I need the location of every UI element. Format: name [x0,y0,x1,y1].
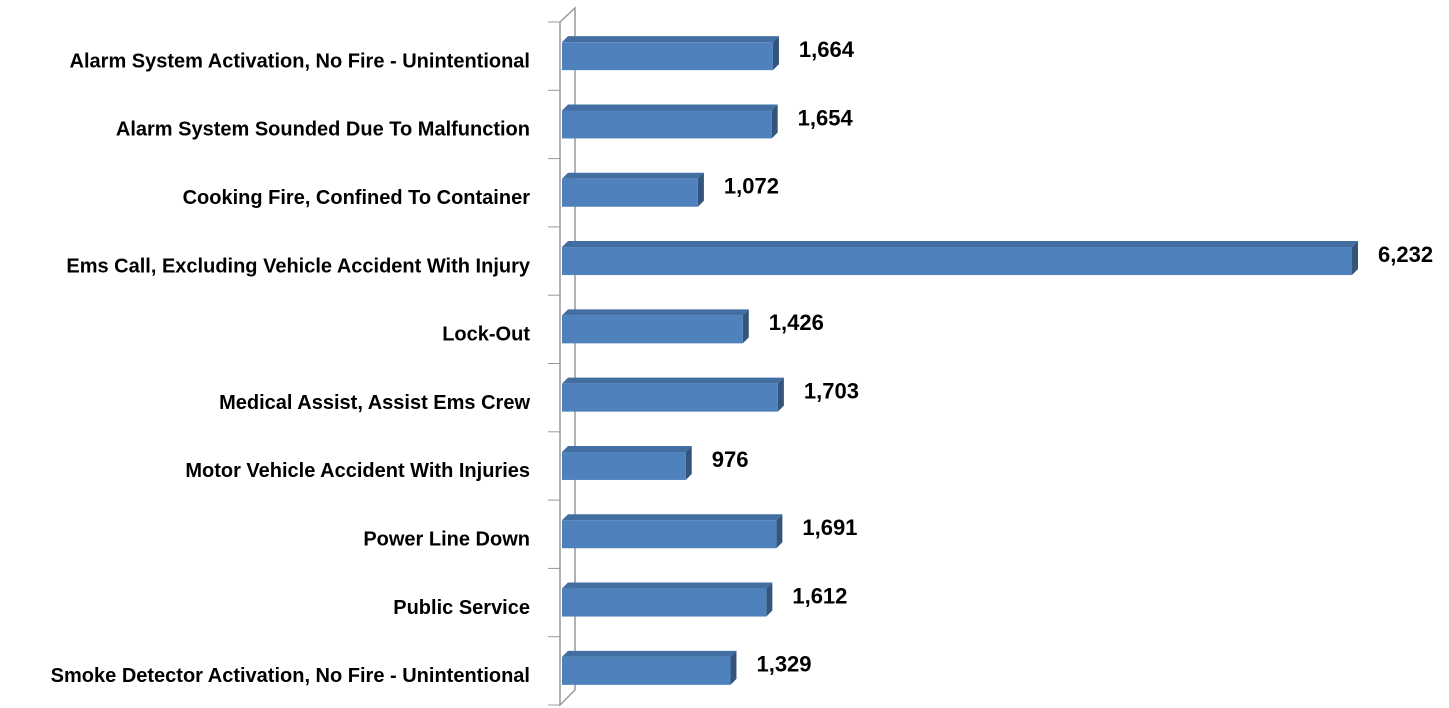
category-label: Alarm System Sounded Due To Malfunction [116,119,530,141]
category-label: Ems Call, Excluding Vehicle Accident Wit… [66,255,531,277]
bar-front [562,451,686,480]
bar-side [766,582,773,617]
bar [562,582,773,617]
value-label: 1,072 [724,174,779,199]
bar [562,241,1358,276]
category-label: Public Service [393,597,530,619]
bar [562,172,704,207]
bar [562,650,737,685]
bar-front [562,383,778,412]
value-label: 1,426 [769,310,824,335]
value-label: 6,232 [1378,242,1433,267]
bar-front [562,588,767,617]
bar [562,104,778,139]
bar-side [772,36,779,71]
value-label: 1,612 [792,583,847,608]
value-label: 1,691 [802,515,857,540]
value-label: 1,703 [804,378,859,403]
axis-wall [559,6,576,707]
bar-top [562,514,783,521]
bar-top [562,582,773,589]
bar-front [562,656,731,685]
bar-side [1352,241,1358,276]
bar-side [777,377,784,412]
bar-side [742,309,749,344]
bar-top [562,172,704,179]
bar-front [562,178,698,207]
bar-top [562,445,692,452]
bar [562,377,784,412]
bar [562,514,783,549]
bar-top [562,377,784,384]
bar-top [562,104,778,111]
bar-front [562,110,772,139]
category-label: Medical Assist, Assist Ems Crew [219,392,530,414]
bar-side [771,104,778,139]
category-label: Alarm System Activation, No Fire - Unint… [70,50,530,72]
category-label: Cooking Fire, Confined To Container [183,187,531,209]
bar-top [562,309,749,316]
bar [562,445,692,480]
bar-top [562,650,737,657]
category-label: Smoke Detector Activation, No Fire - Uni… [51,665,530,687]
value-label: 976 [712,447,749,472]
bar [562,309,749,344]
bar-side [730,650,737,685]
category-label: Lock-Out [442,324,530,346]
bar-front [562,247,1352,276]
category-label: Motor Vehicle Accident With Injuries [185,460,530,482]
bar-side [697,172,704,207]
bar-side [685,445,692,480]
value-label: 1,329 [756,652,811,677]
value-label: 1,654 [798,105,854,130]
bar-top [562,36,779,43]
bar-side [776,514,783,549]
bar-front [562,520,777,549]
bar-front [562,315,743,344]
value-label: 1,664 [799,37,855,62]
bar [562,36,779,71]
bar-front [562,42,773,71]
bar-top [562,241,1358,248]
category-label: Power Line Down [363,529,530,551]
